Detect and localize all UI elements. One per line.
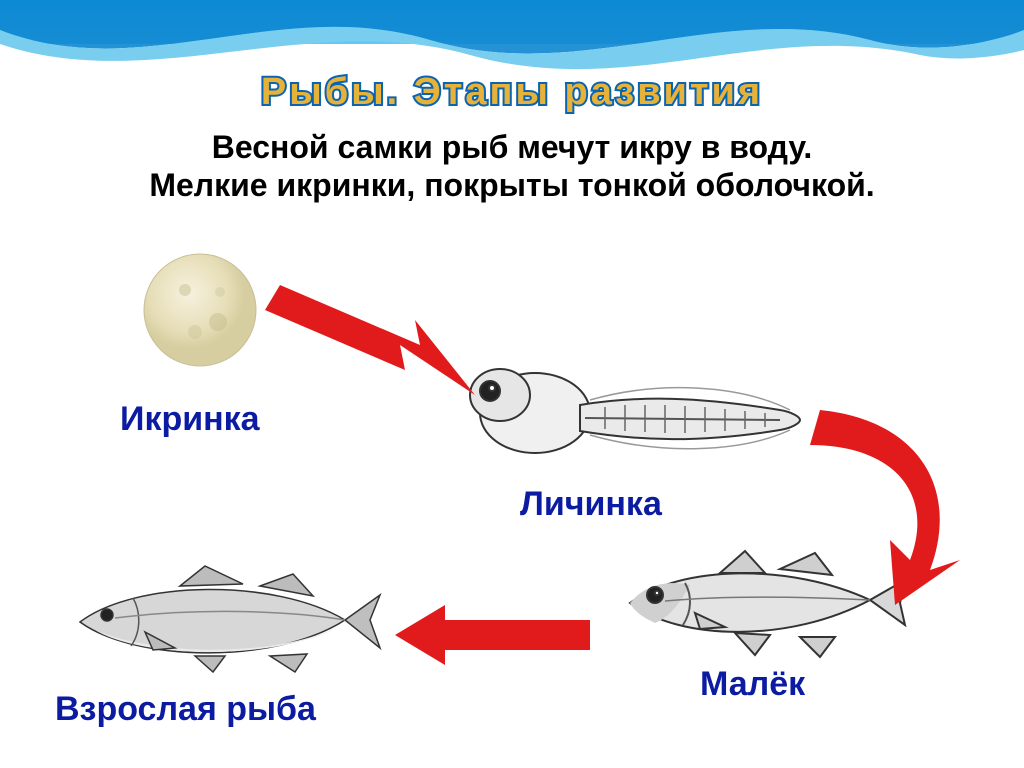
- stage-adult: [45, 560, 385, 695]
- larva-icon: [440, 355, 810, 485]
- header-bar: [0, 0, 1024, 44]
- subtitle-line1: Весной самки рыб мечут икру в воду.: [0, 128, 1024, 166]
- label-adult: Взрослая рыба: [55, 690, 316, 729]
- subtitle-line2: Мелкие икринки, покрыты тонкой оболочкой…: [0, 166, 1024, 204]
- adult-fish-icon: [45, 560, 385, 690]
- subtitle: Весной самки рыб мечут икру в воду. Мелк…: [0, 128, 1024, 205]
- arrow-egg-to-larva: [255, 275, 485, 405]
- arrow-larva-to-fry: [800, 400, 980, 610]
- label-egg: Икринка: [120, 400, 260, 439]
- egg-icon: [140, 250, 260, 370]
- page-title: Рыбы. Этапы развития: [0, 64, 1024, 125]
- arrow-fry-to-adult: [390, 600, 590, 670]
- stage-larva: [440, 355, 810, 490]
- label-larva: Личинка: [520, 485, 662, 524]
- stage-egg: [140, 250, 260, 375]
- label-fry: Малёк: [700, 665, 805, 704]
- title-text: Рыбы. Этапы развития: [261, 71, 763, 113]
